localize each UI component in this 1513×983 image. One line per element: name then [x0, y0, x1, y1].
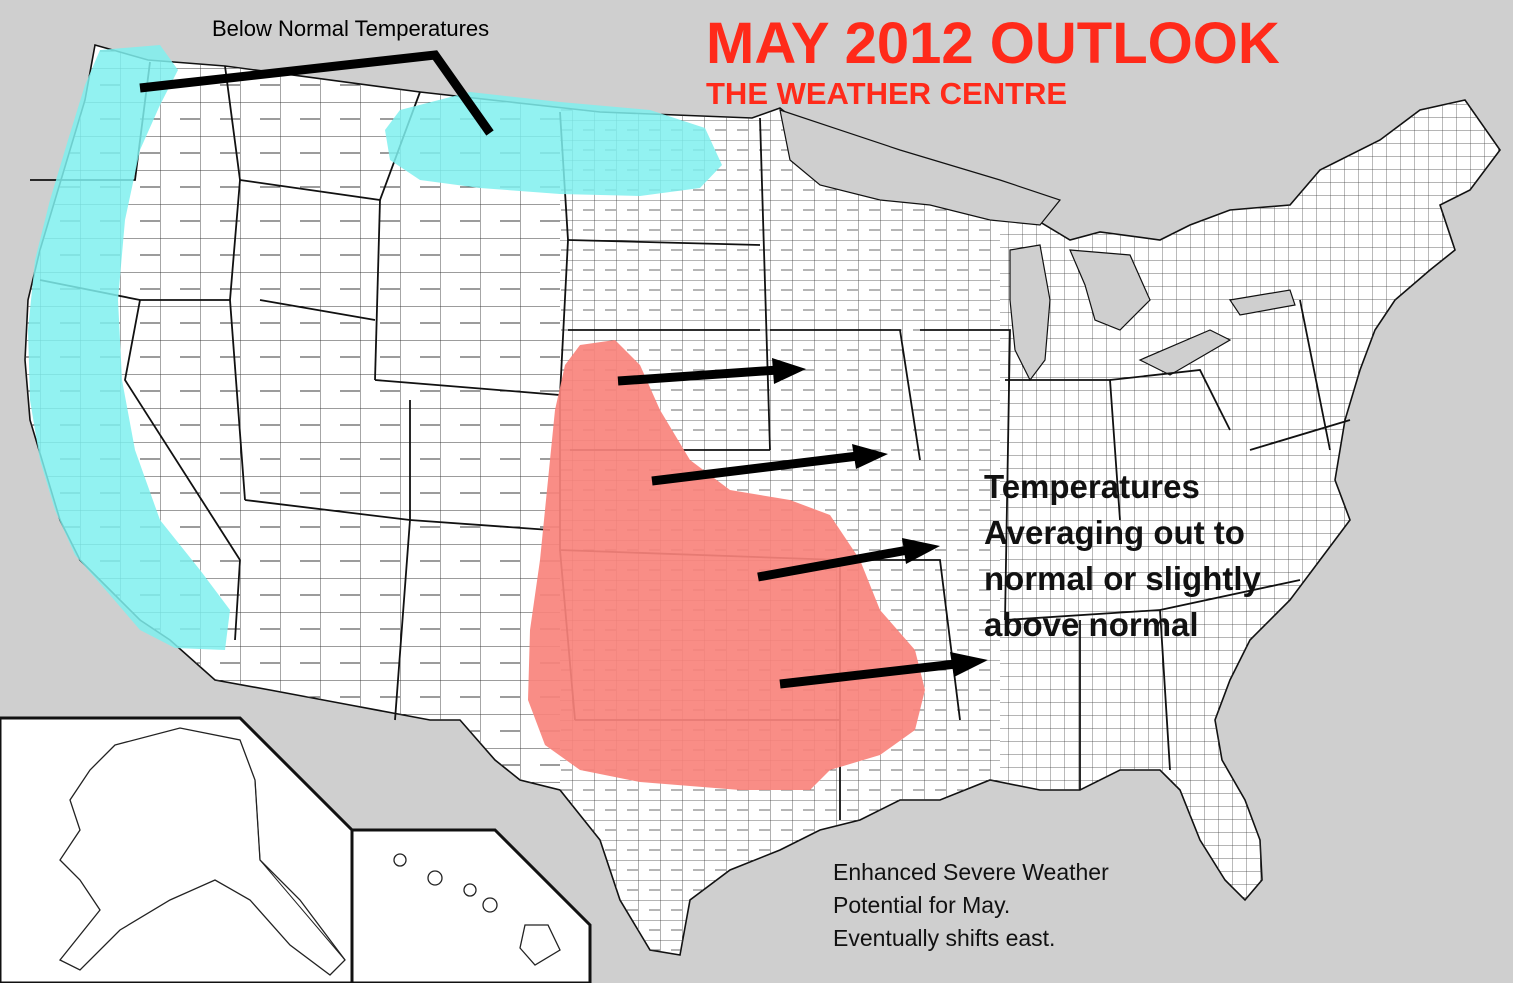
arrow-4 — [779, 652, 988, 689]
below-normal-label: Below Normal Temperatures — [212, 16, 490, 41]
severe-weather-note: Enhanced Severe Weather Potential for Ma… — [833, 856, 1109, 955]
temperature-note-line: Averaging out to — [984, 514, 1245, 551]
arrow-1 — [617, 358, 806, 386]
map-subtitle: THE WEATHER CENTRE — [706, 76, 1068, 111]
severe-note-line: Enhanced Severe Weather — [833, 859, 1109, 885]
temperature-note: Temperatures Averaging out to normal or … — [984, 464, 1261, 648]
temperature-note-line: Temperatures — [984, 468, 1200, 505]
arrow-3 — [757, 538, 940, 582]
below-normal-pointer — [139, 50, 494, 136]
shift-east-arrows — [617, 358, 988, 689]
lake-michigan — [1009, 244, 1051, 382]
lake-ontario — [1228, 289, 1296, 316]
lake-erie — [1138, 329, 1232, 376]
severe-note-line: Eventually shifts east. — [833, 925, 1056, 951]
lake-huron — [1069, 249, 1151, 331]
lake-superior — [779, 109, 1062, 226]
below-normal-northern-plains — [385, 92, 722, 196]
below-normal-west-coast — [28, 45, 230, 650]
severe-note-line: Potential for May. — [833, 892, 1011, 918]
alaska-inset — [0, 716, 354, 983]
map-title: MAY 2012 OUTLOOK — [706, 11, 1280, 76]
arrow-2 — [651, 444, 888, 486]
temperature-note-line: above normal — [984, 606, 1199, 643]
hawaii-inset — [350, 828, 592, 983]
temperature-note-line: normal or slightly — [984, 560, 1261, 597]
